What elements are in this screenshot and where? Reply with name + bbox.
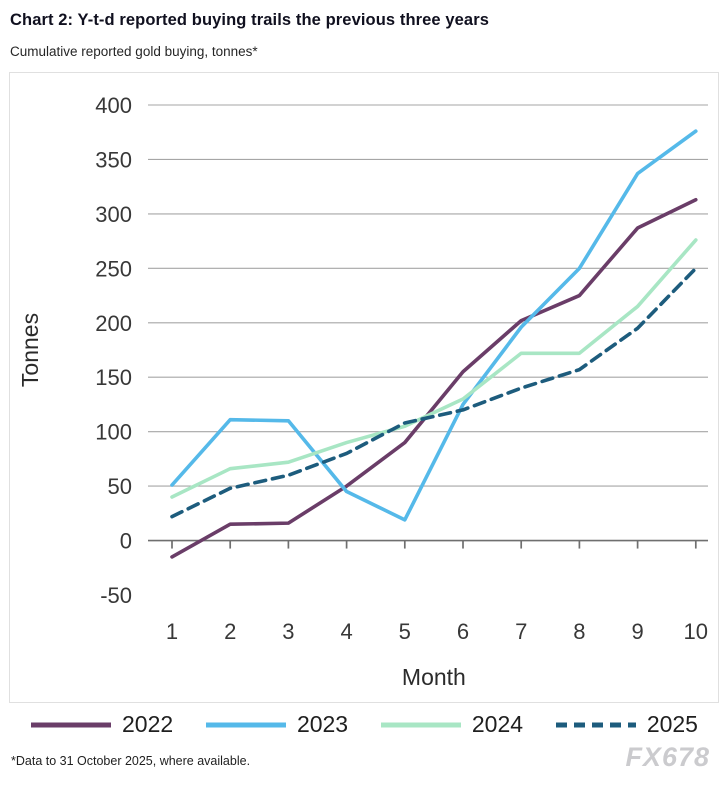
- legend-swatch-2025: [555, 722, 636, 727]
- legend-label-2023: 2023: [296, 711, 349, 737]
- legend-label-2025: 2025: [646, 711, 698, 737]
- svg-text:0: 0: [120, 529, 132, 554]
- legend-swatch-2023: [205, 722, 286, 727]
- chart-container: -50 0 50 100 150 200 250 300 350 400 1 2 3 4 5 6 7 8 9 10 Mo…: [9, 72, 719, 703]
- svg-text:10: 10: [684, 619, 708, 644]
- svg-text:150: 150: [95, 365, 132, 390]
- svg-text:3: 3: [282, 619, 294, 644]
- svg-text:Month: Month: [402, 664, 466, 690]
- chart-legend: 2022 2023 2024 2025: [0, 711, 728, 738]
- svg-text:Tonnes: Tonnes: [17, 313, 43, 387]
- svg-text:1: 1: [166, 619, 178, 644]
- legend-item-2023: 2023: [205, 711, 348, 738]
- svg-text:4: 4: [340, 619, 352, 644]
- svg-text:200: 200: [95, 311, 132, 336]
- svg-text:300: 300: [95, 202, 132, 227]
- svg-text:2: 2: [224, 619, 236, 644]
- svg-text:7: 7: [515, 619, 527, 644]
- svg-text:-50: -50: [100, 583, 132, 608]
- svg-text:100: 100: [95, 420, 132, 445]
- svg-text:6: 6: [457, 619, 469, 644]
- page-title: Chart 2: Y-t-d reported buying trails th…: [10, 11, 490, 29]
- svg-text:250: 250: [95, 256, 132, 281]
- svg-text:9: 9: [631, 619, 643, 644]
- legend-item-2022: 2022: [30, 711, 173, 738]
- svg-text:350: 350: [95, 147, 132, 172]
- legend-label-2022: 2022: [122, 711, 174, 737]
- line-chart: -50 0 50 100 150 200 250 300 350 400 1 2 3 4 5 6 7 8 9 10 Mo…: [17, 93, 708, 690]
- legend-item-2025: 2025: [555, 711, 698, 738]
- legend-item-2024: 2024: [380, 711, 523, 738]
- page-subtitle: Cumulative reported gold buying, tonnes*: [10, 44, 258, 59]
- svg-text:5: 5: [399, 619, 411, 644]
- legend-swatch-2022: [31, 722, 111, 727]
- svg-text:50: 50: [108, 474, 132, 499]
- legend-label-2024: 2024: [471, 711, 524, 737]
- chart-footnote: *Data to 31 October 2025, where availabl…: [11, 754, 251, 768]
- svg-text:400: 400: [95, 93, 132, 118]
- svg-text:8: 8: [573, 619, 585, 644]
- legend-swatch-2024: [380, 722, 461, 727]
